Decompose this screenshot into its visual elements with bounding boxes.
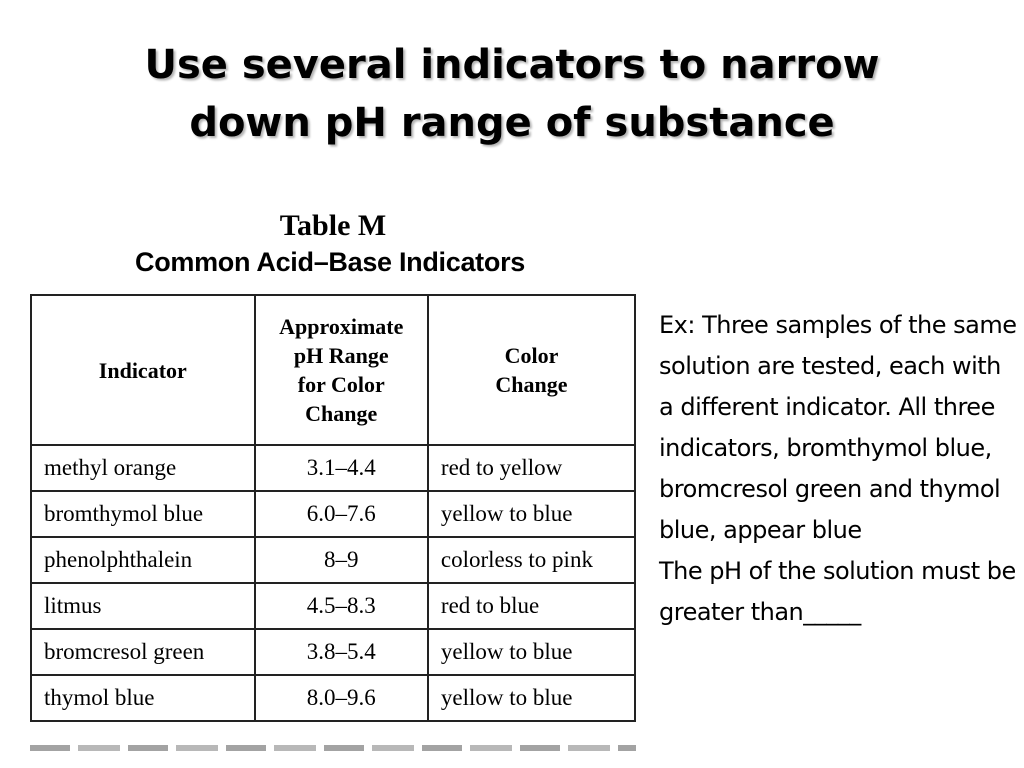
cell-indicator: bromcresol green	[30, 628, 256, 676]
slide-title-line-1: Use several indicators to narrow	[144, 42, 880, 88]
header-indicator: Indicator	[30, 294, 256, 446]
cell-color-change: yellow to blue	[426, 628, 637, 676]
example-text: Ex: Three samples of the same solution a…	[659, 305, 1019, 633]
cell-ph-range: 4.5–8.3	[253, 582, 429, 630]
cell-color-change: yellow to blue	[426, 490, 637, 538]
cell-color-change: red to yellow	[426, 444, 637, 492]
table-row: methyl orange 3.1–4.4 red to yellow	[30, 444, 637, 492]
cell-indicator: thymol blue	[30, 674, 256, 722]
table-row: phenolphthalein 8–9 colorless to pink	[30, 536, 637, 584]
table-row: thymol blue 8.0–9.6 yellow to blue	[30, 674, 637, 722]
cell-indicator: bromthymol blue	[30, 490, 256, 538]
table-row: litmus 4.5–8.3 red to blue	[30, 582, 637, 630]
header-color-change: Color Change	[426, 294, 637, 446]
cell-ph-range: 8.0–9.6	[253, 674, 429, 722]
cell-ph-range: 3.1–4.4	[253, 444, 429, 492]
cell-ph-range: 8–9	[253, 536, 429, 584]
table-label: Table M	[279, 209, 387, 242]
indicator-table: Indicator Approximate pH Range for Color…	[30, 294, 637, 722]
cell-ph-range: 6.0–7.6	[253, 490, 429, 538]
slide-title: Use several indicators to narrow down pH…	[0, 36, 1024, 152]
table-row: bromcresol green 3.8–5.4 yellow to blue	[30, 628, 637, 676]
cell-color-change: red to blue	[426, 582, 637, 630]
cell-color-change: yellow to blue	[426, 674, 637, 722]
example-paragraph-1: Ex: Three samples of the same solution a…	[659, 311, 1017, 544]
cell-indicator: phenolphthalein	[30, 536, 256, 584]
table-caption: Common Acid–Base Indicators	[135, 247, 525, 277]
cell-color-change: colorless to pink	[426, 536, 637, 584]
cell-indicator: litmus	[30, 582, 256, 630]
cell-ph-range: 3.8–5.4	[253, 628, 429, 676]
cropped-source-line	[30, 745, 636, 751]
cell-indicator: methyl orange	[30, 444, 256, 492]
table-header-row: Indicator Approximate pH Range for Color…	[30, 294, 637, 446]
slide-title-line-2: down pH range of substance	[189, 100, 835, 146]
table-row: bromthymol blue 6.0–7.6 yellow to blue	[30, 490, 637, 538]
header-ph-range: Approximate pH Range for Color Change	[253, 294, 429, 446]
example-paragraph-2: The pH of the solution must be greater t…	[659, 557, 1016, 626]
